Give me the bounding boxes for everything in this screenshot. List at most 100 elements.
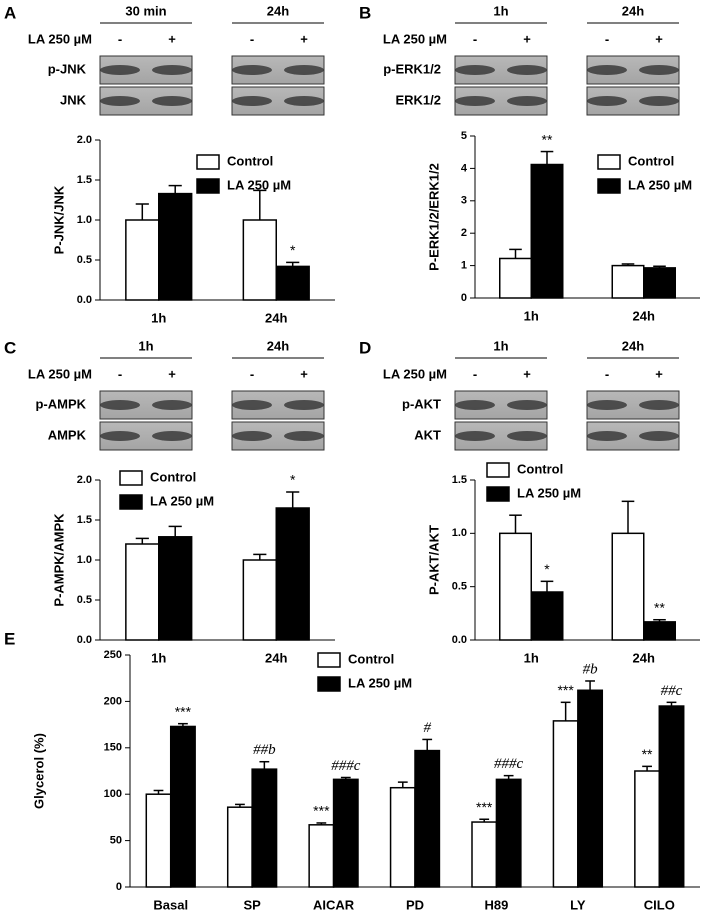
blot-band (639, 96, 679, 106)
bar (577, 689, 604, 888)
treatment-label: LA 250 µM (28, 31, 92, 46)
x-tick-label: PD (406, 897, 424, 912)
blot-band (152, 431, 192, 441)
bar (634, 770, 661, 888)
y-axis-label: P-ERK1/2/ERK1/2 (426, 163, 441, 271)
panel-letter: E (4, 629, 15, 648)
blot-band (152, 400, 192, 410)
significance: *** (313, 803, 330, 819)
y-axis-label: P-JNK/JNK (51, 185, 66, 254)
legend-swatch (597, 178, 621, 194)
y-tick-label: 100 (104, 788, 122, 800)
bar (643, 621, 676, 641)
blot-row-label: AMPK (48, 427, 87, 442)
bar (499, 532, 532, 641)
sign: + (655, 31, 663, 46)
bar (643, 267, 676, 299)
sign: - (250, 366, 254, 381)
legend-label: LA 250 µM (517, 485, 581, 500)
bar (495, 778, 522, 888)
y-tick-label: 3 (461, 195, 467, 207)
blot-group-label: 24h (267, 3, 289, 18)
sign: + (168, 31, 176, 46)
bar (242, 559, 278, 641)
bar (275, 507, 310, 641)
significance: * (544, 561, 550, 577)
sign: + (523, 366, 531, 381)
significance: ** (542, 131, 553, 147)
blot-row-label: p-AMPK (35, 396, 86, 411)
blot-band (284, 65, 324, 75)
x-tick-label: Basal (153, 897, 188, 912)
significance: *** (557, 682, 574, 698)
legend-swatch (486, 462, 510, 478)
blot-band (639, 431, 679, 441)
blot-band (639, 400, 679, 410)
bar (389, 786, 416, 888)
blot-band (152, 96, 192, 106)
panel-letter: B (359, 3, 371, 22)
legend-label: Control (150, 469, 196, 484)
sign: + (655, 366, 663, 381)
blot-band (232, 400, 272, 410)
y-tick-label: 50 (110, 835, 122, 847)
sign: - (605, 31, 609, 46)
legend-label: Control (227, 153, 273, 168)
y-axis-label: Glycerol (%) (31, 733, 46, 809)
bar (552, 720, 579, 888)
treatment-label: LA 250 µM (28, 366, 92, 381)
y-tick-label: 0.0 (77, 634, 92, 646)
blot-band (284, 96, 324, 106)
blot-row-label: ERK1/2 (395, 92, 441, 107)
legend-swatch (597, 154, 621, 170)
y-tick-label: 2 (461, 227, 467, 239)
x-tick-label: 24h (265, 310, 287, 325)
x-tick-label: CILO (644, 897, 675, 912)
sign: + (168, 366, 176, 381)
blot-band (639, 65, 679, 75)
sign: - (118, 31, 122, 46)
legend-swatch (196, 178, 220, 194)
legend-swatch (119, 494, 143, 510)
x-tick-label: 24h (265, 650, 287, 665)
blot-band (587, 65, 627, 75)
blot-band (232, 96, 272, 106)
bar (530, 163, 564, 299)
legend-label: Control (517, 461, 563, 476)
blot-group-label: 24h (267, 338, 289, 353)
blot-group-label: 24h (622, 338, 644, 353)
blot-band (507, 96, 547, 106)
y-tick-label: 4 (461, 162, 468, 174)
significance: ##b (253, 742, 276, 758)
x-tick-label: 24h (633, 650, 655, 665)
legend-label: LA 250 µM (150, 493, 214, 508)
sign: - (473, 31, 477, 46)
significance: # (423, 720, 431, 736)
y-tick-label: 1.5 (77, 174, 92, 186)
x-tick-label: 1h (151, 310, 166, 325)
y-tick-label: 0 (116, 881, 122, 893)
blot-row-label: AKT (414, 427, 441, 442)
blot-group-label: 30 min (125, 3, 166, 18)
blot-band (100, 65, 140, 75)
y-tick-label: 0.0 (77, 294, 92, 306)
bar (332, 778, 359, 888)
y-tick-label: 0.5 (77, 594, 92, 606)
y-tick-label: 0.5 (77, 254, 92, 266)
blot-band (455, 431, 495, 441)
y-tick-label: 0.5 (452, 581, 467, 593)
blot-group-label: 1h (493, 3, 508, 18)
blot-band (587, 431, 627, 441)
x-tick-label: 1h (151, 650, 166, 665)
y-tick-label: 1 (461, 260, 467, 272)
x-tick-label: 1h (524, 650, 539, 665)
significance: ###c (331, 758, 361, 774)
panel-letter: A (4, 3, 16, 22)
bar (308, 824, 335, 888)
blot-row-label: p-AKT (402, 396, 441, 411)
significance: ** (642, 746, 653, 762)
sign: - (605, 366, 609, 381)
y-tick-label: 150 (104, 742, 122, 754)
bar (414, 749, 441, 888)
